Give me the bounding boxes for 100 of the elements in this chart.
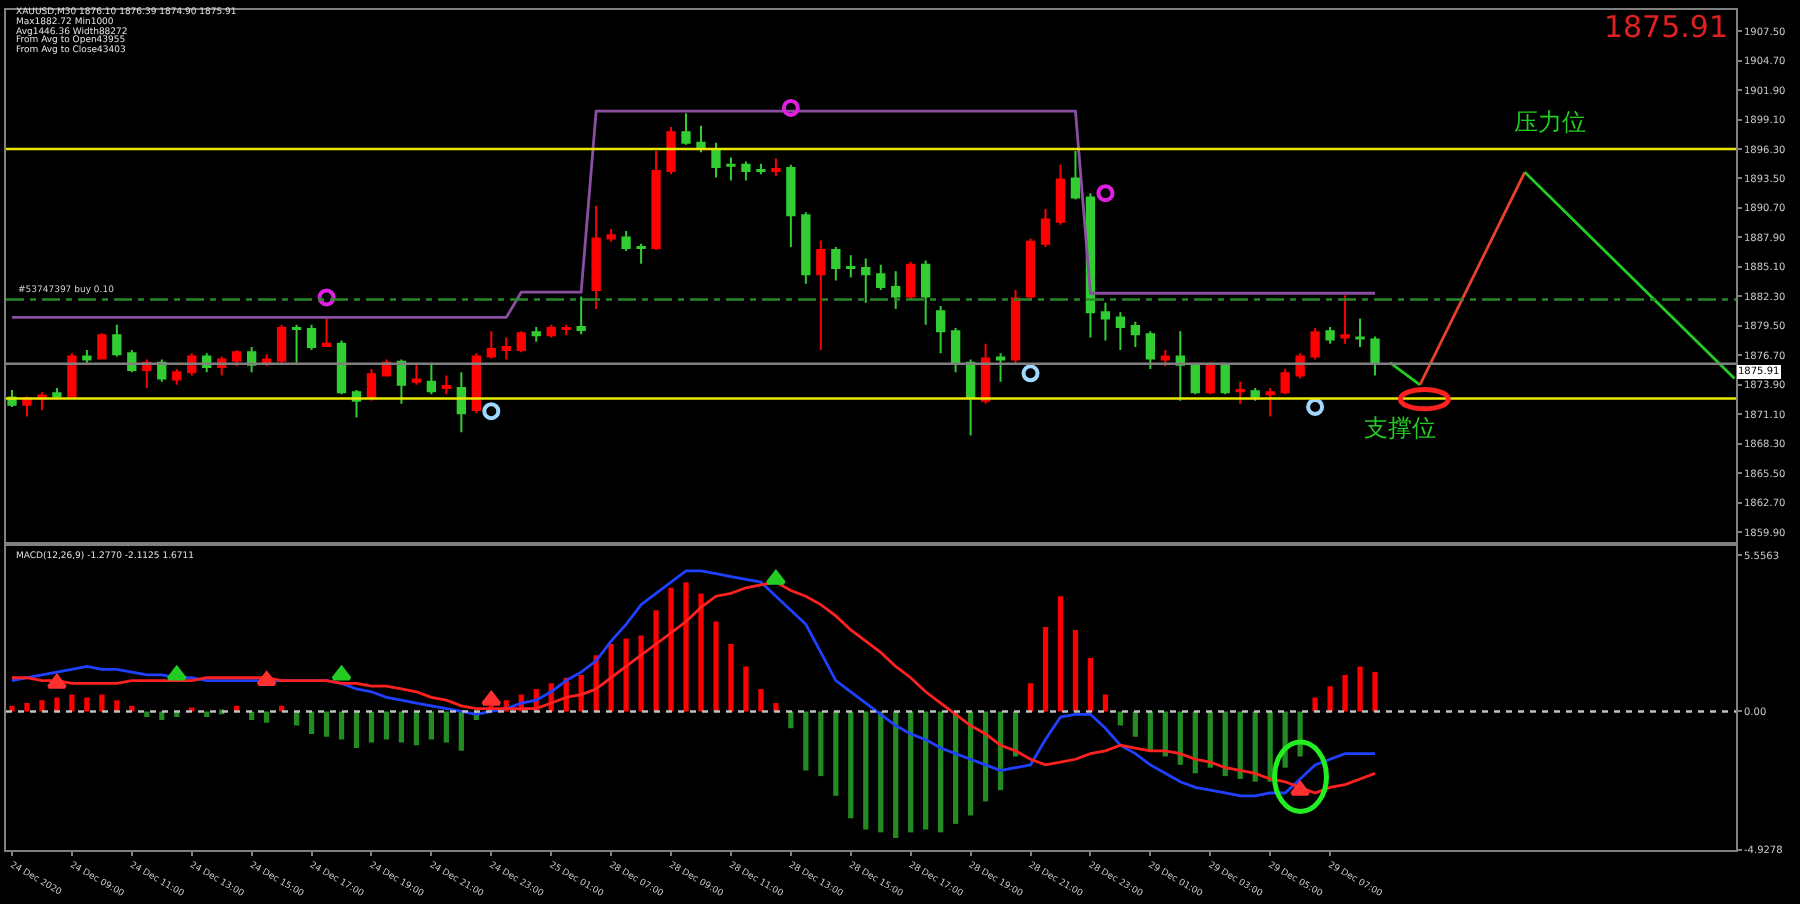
- point: [482, 402, 501, 421]
- bar: [39, 700, 45, 712]
- bar: [1117, 711, 1124, 726]
- candlestick: [1010, 289, 1021, 364]
- candlestick: [1355, 317, 1365, 348]
- candlestick: [441, 374, 452, 396]
- candlestick: [876, 263, 886, 292]
- candlestick: [1025, 237, 1036, 301]
- bar: [204, 711, 210, 718]
- candlestick: [1070, 150, 1081, 201]
- point: [481, 691, 502, 706]
- bar: [84, 697, 90, 712]
- candlestick: [501, 336, 511, 361]
- candlestick: [1235, 380, 1245, 405]
- candlestick: [756, 162, 766, 176]
- candlestick: [1265, 387, 1275, 418]
- point: [765, 570, 786, 585]
- candlestick: [651, 150, 661, 252]
- bar: [338, 711, 345, 740]
- bar: [443, 711, 449, 743]
- bar: [1072, 629, 1079, 712]
- candlestick: [636, 242, 646, 265]
- candlestick: [1340, 294, 1350, 345]
- point: [46, 674, 67, 689]
- candlestick: [291, 323, 302, 364]
- point: [331, 665, 352, 681]
- bar: [1357, 666, 1363, 712]
- bar: [24, 703, 30, 712]
- bar: [623, 638, 629, 712]
- bar: [938, 711, 944, 833]
- bar: [1027, 683, 1034, 712]
- bar: [893, 711, 899, 838]
- candlestick: [486, 330, 496, 360]
- candlestick: [1310, 327, 1320, 361]
- candlestick: [831, 245, 841, 282]
- bar: [923, 711, 929, 830]
- candlestick: [861, 257, 871, 304]
- chart-title: 1875.91: [1603, 9, 1728, 45]
- candlestick: [1100, 301, 1111, 342]
- candlestick: [681, 112, 691, 146]
- candlestick: [1370, 335, 1380, 377]
- candlestick: [921, 259, 931, 326]
- candlestick: [1115, 311, 1126, 352]
- candlestick: [232, 349, 242, 367]
- candlestick: [546, 323, 556, 339]
- point: [1306, 397, 1325, 416]
- candlestick: [561, 323, 571, 337]
- candlestick: [786, 163, 796, 248]
- candlestick: [606, 228, 616, 243]
- candlestick: [67, 352, 77, 399]
- candlestick: [426, 361, 437, 396]
- point: [166, 665, 187, 681]
- candlestick: [366, 368, 377, 402]
- candlestick: [741, 160, 751, 182]
- candlestick: [1190, 361, 1200, 396]
- bar: [428, 711, 434, 740]
- candlestick: [906, 260, 916, 301]
- candlestick: [771, 157, 781, 178]
- candlestick: [846, 254, 856, 279]
- bar: [908, 711, 914, 833]
- point: [1096, 184, 1115, 203]
- candlestick: [172, 368, 182, 386]
- point: [317, 288, 336, 307]
- candlestick: [711, 141, 721, 179]
- candlestick: [531, 325, 541, 343]
- bar: [383, 711, 390, 740]
- candlestick: [726, 156, 736, 182]
- candlestick: [801, 211, 811, 285]
- bar: [1252, 711, 1258, 782]
- candlestick: [666, 125, 676, 176]
- bar: [728, 644, 734, 712]
- bar: [698, 593, 704, 712]
- point: [1290, 781, 1311, 796]
- bar: [1237, 711, 1243, 779]
- bar: [353, 711, 360, 749]
- bar: [1312, 697, 1318, 712]
- bar: [668, 587, 674, 712]
- bar: [833, 711, 839, 796]
- candlestick: [456, 371, 467, 434]
- candlestick: [1040, 208, 1051, 248]
- bar: [713, 621, 719, 712]
- candlestick: [82, 349, 92, 364]
- bar: [863, 711, 869, 830]
- candlestick: [1145, 330, 1156, 371]
- candlestick: [112, 323, 122, 358]
- bar: [653, 610, 659, 712]
- candlestick: [1205, 361, 1215, 396]
- candlestick: [696, 124, 706, 154]
- candlestick: [1130, 320, 1141, 348]
- bar: [308, 711, 315, 734]
- candlestick: [576, 295, 586, 336]
- candlestick: [1220, 361, 1230, 396]
- candlestick: [1325, 325, 1335, 345]
- candlestick: [891, 270, 901, 311]
- bar: [458, 711, 464, 751]
- candlestick: [516, 330, 526, 354]
- bar: [743, 666, 749, 712]
- candlestick: [950, 327, 961, 374]
- bar: [1087, 658, 1094, 712]
- point: [1021, 364, 1040, 383]
